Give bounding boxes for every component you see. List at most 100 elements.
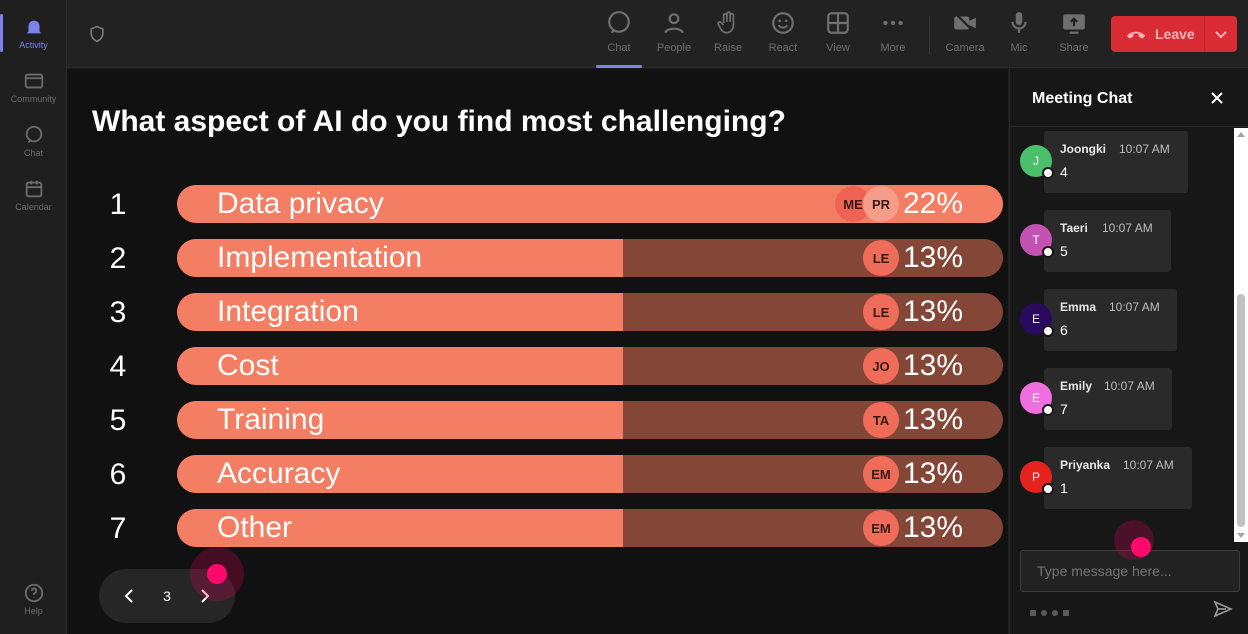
presence-dot — [1042, 404, 1054, 416]
chat-button[interactable]: Chat — [593, 10, 645, 68]
leave-main[interactable]: Leave — [1111, 16, 1205, 52]
pointer-indicator — [190, 547, 244, 601]
rail-item-community[interactable]: Community — [0, 62, 67, 112]
camera-button[interactable]: Camera — [939, 10, 991, 60]
react-button[interactable]: React — [757, 10, 809, 60]
rail-item-activity[interactable]: Activity — [0, 8, 67, 58]
chat-message: E Emma 10:07 AM 6 — [1020, 289, 1177, 351]
chat-icon — [25, 125, 42, 143]
avatar: T — [1020, 224, 1054, 258]
rail-item-label: Community — [10, 94, 57, 104]
attach-icon[interactable] — [1041, 603, 1047, 616]
chat-format-tools — [1030, 603, 1069, 616]
avatar-initial: J — [1033, 154, 1039, 168]
react-button-label: React — [768, 42, 798, 54]
message-time: 10:07 AM — [1104, 379, 1155, 393]
option-bar: Training 13% TA — [177, 401, 1003, 439]
app-rail: Activity Community Chat Calendar Help — [0, 0, 67, 634]
chevron-left-icon[interactable] — [121, 587, 139, 605]
option-bar-fill — [177, 401, 624, 439]
leave-options[interactable] — [1205, 29, 1237, 39]
shield-icon[interactable] — [87, 24, 107, 44]
more-button[interactable]: More — [867, 10, 919, 60]
chat-scrollbar[interactable] — [1234, 128, 1248, 542]
view-button-label: View — [826, 42, 850, 54]
rail-item-calendar[interactable]: Calendar — [0, 170, 67, 220]
rail-item-label: Calendar — [15, 202, 52, 212]
camera-off-icon — [954, 12, 976, 34]
message-time: 10:07 AM — [1119, 142, 1170, 156]
option-bar: Integration 13% LE — [177, 293, 1003, 331]
rail-item-help[interactable]: Help — [0, 574, 67, 624]
voter-avatar: EM — [863, 510, 899, 546]
rail-item-chat[interactable]: Chat — [0, 116, 67, 166]
raise-hand-icon — [717, 11, 735, 34]
sender-name: Emma — [1060, 300, 1097, 314]
meeting-toolbar: Chat People Raise React View More Camera — [67, 0, 1248, 68]
presence-dot — [1042, 246, 1054, 258]
voter-avatar: JO — [863, 348, 899, 384]
voter-avatar: ME — [835, 186, 871, 222]
more-icon — [883, 20, 903, 26]
poll-option-row: 4 Cost 13% JO — [67, 347, 1008, 385]
voter-avatar: PR — [863, 186, 899, 222]
option-rank: 3 — [109, 296, 127, 329]
option-percent: 13% — [902, 457, 963, 490]
chat-message-input[interactable] — [1020, 550, 1240, 592]
option-bar: Data privacy 22% ME PR — [177, 185, 1003, 223]
chevron-right-icon[interactable] — [195, 587, 213, 605]
option-rank: 5 — [109, 404, 127, 437]
chat-button-label: Chat — [607, 42, 631, 54]
option-rank: 7 — [109, 512, 127, 545]
rail-item-label: Activity — [19, 40, 48, 50]
help-icon — [24, 583, 43, 603]
people-button-label: People — [656, 42, 692, 54]
option-rank: 4 — [109, 350, 127, 383]
mic-icon — [1011, 12, 1027, 33]
chat-message-list: J Joongki 10:07 AM 4 T Taeri 10:07 AM 5 E Emma 10:… — [1010, 128, 1234, 542]
send-icon[interactable] — [1213, 600, 1233, 618]
gif-icon[interactable] — [1063, 603, 1069, 616]
chat-message: E Emily 10:07 AM 7 — [1020, 368, 1172, 430]
close-icon[interactable] — [1208, 89, 1226, 107]
share-icon — [1063, 14, 1085, 34]
option-label: Implementation — [217, 241, 423, 274]
voter-avatar: TA — [863, 402, 899, 438]
scroll-up-arrow[interactable] — [1237, 132, 1245, 137]
option-rank: 2 — [109, 242, 127, 275]
avatar-initial: P — [1031, 470, 1040, 484]
option-bar-fill — [177, 293, 624, 331]
emoji-icon[interactable] — [1052, 603, 1058, 616]
bell-icon — [26, 20, 41, 36]
hang-up-icon — [1126, 31, 1146, 39]
scroll-down-arrow[interactable] — [1237, 533, 1245, 538]
rail-item-label: Help — [24, 606, 43, 616]
option-bar: Implementation 13% LE — [177, 239, 1003, 277]
people-button[interactable]: People — [648, 10, 700, 60]
presence-dot — [1042, 325, 1054, 337]
pointer-indicator — [1114, 520, 1154, 560]
chat-title: Meeting Chat — [1032, 90, 1133, 107]
view-button[interactable]: View — [812, 10, 864, 60]
message-text: 6 — [1060, 322, 1068, 338]
option-bar: Other 13% EM — [177, 509, 1003, 547]
scroll-thumb[interactable] — [1237, 294, 1245, 527]
share-button[interactable]: Share — [1048, 10, 1100, 60]
format-icon[interactable] — [1030, 603, 1036, 616]
message-time: 10:07 AM — [1102, 221, 1153, 235]
avatar-initial: E — [1031, 391, 1040, 405]
option-bar-fill — [177, 347, 624, 385]
toolbar-divider — [929, 16, 930, 54]
poll-option-row: 1 Data privacy 22% ME PR — [67, 185, 1008, 223]
poll-stage: What aspect of AI do you find most chall… — [67, 69, 1008, 634]
sender-name: Priyanka — [1060, 458, 1111, 472]
raise-button[interactable]: Raise — [702, 10, 754, 60]
option-label: Data privacy — [217, 187, 384, 220]
message-time: 10:07 AM — [1109, 300, 1160, 314]
avatar-initial: E — [1031, 312, 1040, 326]
poll-option-row: 5 Training 13% TA — [67, 401, 1008, 439]
leave-button[interactable]: Leave — [1111, 16, 1237, 52]
leave-label: Leave — [1155, 26, 1195, 42]
message-time: 10:07 AM — [1123, 458, 1174, 472]
mic-button[interactable]: Mic — [993, 10, 1045, 60]
